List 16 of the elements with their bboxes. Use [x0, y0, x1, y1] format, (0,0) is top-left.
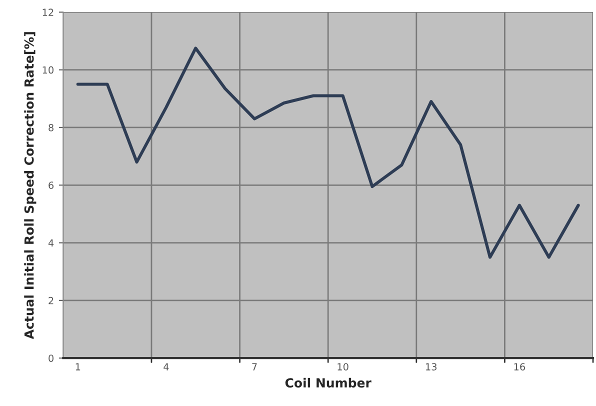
y-tick-label: 8: [48, 124, 54, 132]
y-tick-label: 6: [48, 182, 54, 189]
x-tick-label: 16: [514, 363, 526, 370]
x-axis-title: Coil Number: [285, 378, 372, 388]
y-tick-label: 2: [48, 296, 54, 304]
x-tick-label: 1: [76, 363, 80, 370]
y-tick-label: 10: [42, 66, 54, 74]
x-tick-label: 10: [338, 363, 348, 370]
y-tick-label: 4: [48, 239, 54, 246]
y-tick-label: 0: [48, 354, 54, 362]
y-axis-title: Actual Initial Roll Speed Correction Rate[%]: [24, 32, 36, 340]
x-tick-label: 7: [252, 363, 257, 370]
x-tick-label: 13: [426, 363, 437, 370]
x-tick-label: 4: [164, 363, 169, 370]
y-tick-label: 12: [42, 8, 54, 16]
line-series: [76, 46, 580, 259]
